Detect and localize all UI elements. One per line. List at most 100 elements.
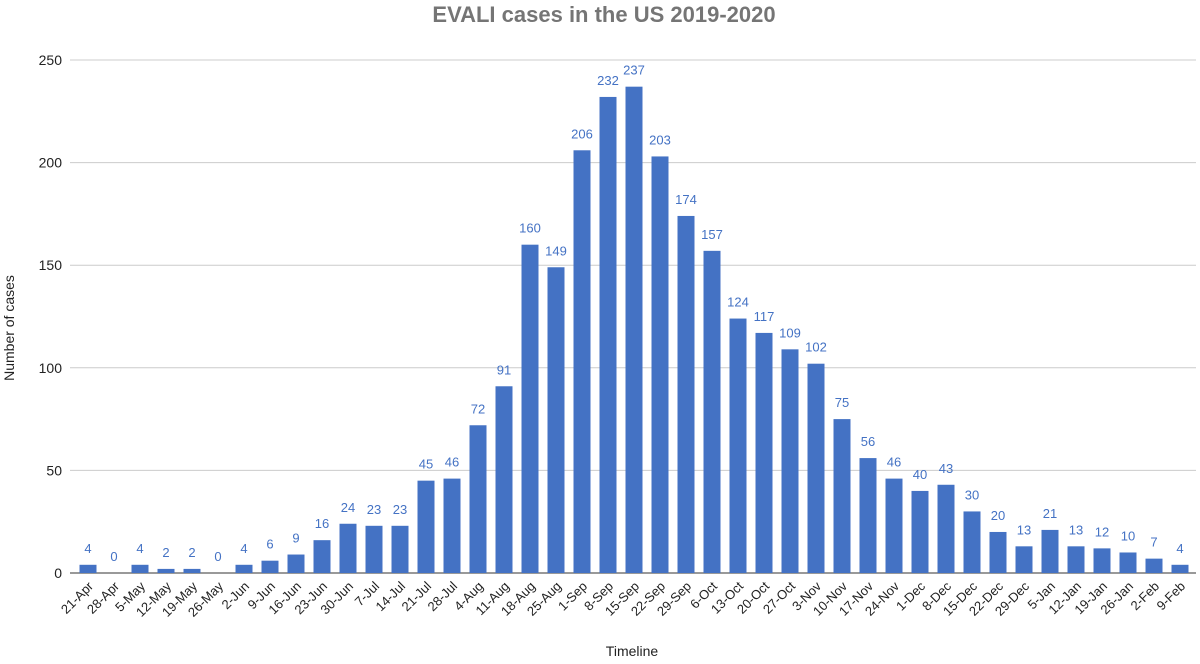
data-label: 13 xyxy=(1017,522,1031,537)
bar xyxy=(365,525,383,573)
bar xyxy=(183,568,201,573)
bar xyxy=(755,332,773,573)
data-label: 30 xyxy=(965,487,979,502)
data-label: 13 xyxy=(1069,522,1083,537)
bar xyxy=(391,525,409,573)
data-label: 10 xyxy=(1121,528,1135,543)
data-label: 46 xyxy=(445,455,459,470)
data-label: 56 xyxy=(861,434,875,449)
data-label: 237 xyxy=(623,63,645,78)
data-label: 203 xyxy=(649,132,671,147)
data-label: 40 xyxy=(913,467,927,482)
bar xyxy=(1171,564,1189,573)
data-label: 117 xyxy=(754,309,775,324)
data-label: 9 xyxy=(292,531,299,546)
data-label: 0 xyxy=(214,549,221,564)
bar xyxy=(1093,548,1111,573)
bar xyxy=(937,484,955,573)
data-label: 4 xyxy=(84,541,91,556)
bar xyxy=(469,425,487,573)
bar xyxy=(989,531,1007,573)
bar xyxy=(131,564,149,573)
data-label: 109 xyxy=(779,325,801,340)
bar xyxy=(495,386,513,573)
data-label: 124 xyxy=(727,295,749,310)
data-label: 4 xyxy=(136,541,143,556)
data-label: 12 xyxy=(1095,524,1109,539)
bar xyxy=(521,244,539,573)
bar xyxy=(79,564,97,573)
data-label: 45 xyxy=(419,457,433,472)
y-tick-label: 250 xyxy=(39,52,63,68)
data-label: 174 xyxy=(675,192,697,207)
bar xyxy=(651,156,669,573)
x-tick-label: 1-Sep xyxy=(555,579,590,614)
data-label: 160 xyxy=(519,221,541,236)
y-axis-title: Number of cases xyxy=(1,275,17,381)
data-label: 2 xyxy=(188,545,195,560)
data-label: 7 xyxy=(1150,535,1157,550)
x-tick-label: 28-Jul xyxy=(424,578,460,614)
x-tick-label: 2-Jun xyxy=(219,579,253,613)
data-label: 46 xyxy=(887,455,901,470)
bar xyxy=(313,540,331,573)
data-label: 91 xyxy=(497,362,511,377)
bar xyxy=(235,564,253,573)
data-label: 23 xyxy=(367,502,381,517)
bar xyxy=(729,318,747,573)
data-label: 20 xyxy=(991,508,1005,523)
y-axis-ticks: 0 50 100 150 200 250 xyxy=(39,52,63,581)
bar xyxy=(807,363,825,573)
bar xyxy=(963,511,981,573)
chart-title: EVALI cases in the US 2019-2020 xyxy=(432,2,775,27)
bar xyxy=(677,215,695,573)
bar xyxy=(547,267,565,573)
data-label: 102 xyxy=(805,340,827,355)
bar xyxy=(781,349,799,573)
data-label: 232 xyxy=(597,73,619,88)
x-axis-title: Timeline xyxy=(606,643,659,659)
bar xyxy=(599,96,617,573)
data-label: 4 xyxy=(1176,541,1183,556)
bar xyxy=(339,523,357,573)
data-label: 4 xyxy=(240,541,247,556)
data-label: 157 xyxy=(701,227,723,242)
bar xyxy=(625,86,643,574)
data-label: 21 xyxy=(1043,506,1057,521)
x-tick-label: 2-Feb xyxy=(1127,579,1162,614)
data-label: 75 xyxy=(835,395,849,410)
bars xyxy=(79,86,1189,574)
data-label: 6 xyxy=(266,537,273,552)
y-tick-label: 50 xyxy=(46,462,62,478)
bar xyxy=(1145,558,1163,573)
bar xyxy=(1015,546,1033,573)
bar xyxy=(157,568,175,573)
data-label: 16 xyxy=(315,516,329,531)
data-label: 0 xyxy=(110,549,117,564)
y-tick-label: 0 xyxy=(54,565,62,581)
bar xyxy=(1067,546,1085,573)
bar xyxy=(261,560,279,573)
y-tick-label: 100 xyxy=(39,360,63,376)
bar xyxy=(859,458,877,573)
y-tick-label: 200 xyxy=(39,155,63,171)
bar xyxy=(911,490,929,573)
x-axis-ticks: 21-Apr28-Apr5-May12-May19-May26-May2-Jun… xyxy=(58,578,1188,620)
bar xyxy=(573,150,591,573)
y-tick-label: 150 xyxy=(39,257,63,273)
data-label: 72 xyxy=(471,401,485,416)
bar xyxy=(417,480,435,573)
x-tick-label: 9-Feb xyxy=(1153,579,1188,614)
bar xyxy=(833,419,851,573)
bar xyxy=(287,554,305,573)
bar xyxy=(1119,552,1137,573)
bar xyxy=(885,478,903,573)
data-label: 43 xyxy=(939,461,953,476)
data-label: 23 xyxy=(393,502,407,517)
data-label: 2 xyxy=(162,545,169,560)
bar xyxy=(443,478,461,573)
data-label: 24 xyxy=(341,500,355,515)
